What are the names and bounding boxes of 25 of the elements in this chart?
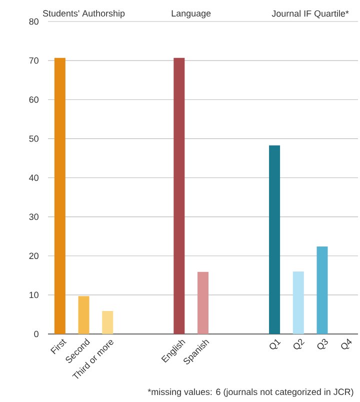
- y-tick-label: 0: [34, 330, 38, 338]
- x-tick-label: Q4: [341, 338, 352, 350]
- y-tick-label: 60: [29, 96, 38, 103]
- bar: [102, 310, 114, 334]
- y-tick-label: 40: [29, 174, 38, 181]
- bar: [198, 272, 208, 334]
- bar: [269, 145, 280, 334]
- text: *missing values: 6 (journals not categorized in JCR): [148, 388, 354, 397]
- y-tick-label: 20: [29, 252, 38, 260]
- y-tick-label: 70: [29, 57, 38, 64]
- y-tick-label: 10: [30, 292, 38, 298]
- x-tick-label: Q3: [317, 338, 328, 350]
- bar: [292, 272, 304, 334]
- bar: [316, 246, 328, 334]
- y-tick-label: 80: [29, 18, 38, 25]
- bar: [174, 58, 185, 334]
- y-tick-label: 30: [29, 214, 38, 220]
- bar: [54, 58, 66, 334]
- x-tick-label: Q1: [270, 339, 281, 350]
- bar: [78, 296, 90, 334]
- x-tick-label: Q2: [294, 338, 305, 350]
- text: Language: [172, 10, 211, 18]
- y-tick-label: 50: [29, 136, 38, 142]
- text: Students' Authorship: [42, 10, 125, 18]
- text: Journal IF Quartile*: [272, 10, 349, 18]
